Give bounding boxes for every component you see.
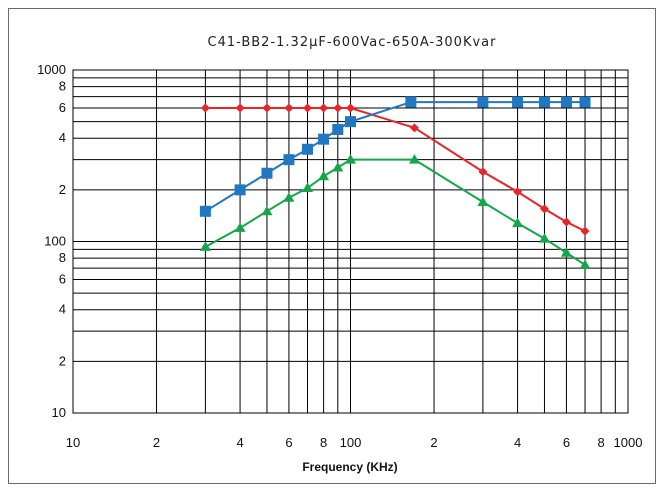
data-point-square bbox=[318, 133, 330, 145]
x-tick-label: 1000 bbox=[614, 435, 643, 450]
x-tick-label: 8 bbox=[597, 435, 604, 450]
data-point-diamond bbox=[478, 167, 488, 177]
data-point-diamond bbox=[580, 226, 590, 236]
y-tick-label: 100 bbox=[44, 234, 66, 249]
data-point-triangle bbox=[477, 196, 489, 206]
data-point-diamond bbox=[200, 103, 210, 113]
data-point-diamond bbox=[262, 103, 272, 113]
plot-area-border bbox=[72, 69, 629, 414]
x-tick-label: 4 bbox=[514, 435, 521, 450]
y-tick-label: 6 bbox=[59, 272, 66, 287]
x-tick-label: 100 bbox=[340, 435, 362, 450]
data-point-diamond bbox=[409, 123, 419, 133]
data-point-diamond bbox=[539, 204, 549, 214]
data-point-square bbox=[302, 143, 314, 155]
data-point-triangle bbox=[345, 154, 356, 164]
data-point-triangle bbox=[579, 259, 591, 269]
data-point-square bbox=[234, 184, 246, 196]
data-point-square bbox=[579, 96, 591, 108]
data-point-triangle bbox=[560, 247, 572, 257]
data-point-square bbox=[199, 205, 211, 217]
y-tick-label: 4 bbox=[59, 130, 66, 145]
data-point-square bbox=[560, 96, 572, 108]
data-point-triangle bbox=[199, 241, 211, 251]
data-point-diamond bbox=[235, 103, 245, 113]
y-tick-label: 2 bbox=[59, 353, 66, 368]
y-tick-label: 4 bbox=[59, 302, 66, 317]
x-tick-label: 2 bbox=[153, 435, 160, 450]
x-tick-label: 6 bbox=[285, 435, 292, 450]
data-point-diamond bbox=[284, 103, 294, 113]
data-point-square bbox=[538, 96, 550, 108]
data-point-triangle bbox=[512, 217, 524, 228]
chart-frame bbox=[8, 8, 656, 484]
data-point-square bbox=[512, 96, 524, 108]
data-point-triangle bbox=[332, 162, 344, 172]
data-point-triangle bbox=[408, 154, 420, 164]
y-tick-label: 10 bbox=[52, 405, 66, 420]
x-tick-label: 8 bbox=[320, 435, 327, 450]
data-point-square bbox=[405, 96, 417, 108]
data-point-diamond bbox=[346, 103, 355, 113]
series-line bbox=[204, 101, 586, 213]
x-axis-label: Frequency (KHz) bbox=[302, 460, 397, 474]
data-point-square bbox=[261, 167, 273, 179]
chart-title: C41-BB2-1.32µF-600Vac-650A-300Kvar bbox=[208, 35, 497, 50]
data-point-diamond bbox=[303, 103, 313, 113]
data-point-triangle bbox=[261, 205, 273, 216]
data-point-diamond bbox=[561, 217, 571, 227]
data-point-triangle bbox=[318, 170, 330, 181]
data-point-square bbox=[477, 96, 489, 108]
y-tick-label: 2 bbox=[59, 182, 66, 197]
data-point-triangle bbox=[302, 182, 314, 193]
y-tick-label: 8 bbox=[59, 79, 66, 94]
x-tick-label: 2 bbox=[430, 435, 437, 450]
data-point-square bbox=[345, 116, 356, 128]
data-series bbox=[199, 96, 591, 269]
y-tick-label: 6 bbox=[59, 100, 66, 115]
x-tick-label: 4 bbox=[236, 435, 243, 450]
x-tick-label: 10 bbox=[66, 435, 80, 450]
x-tick-label: 6 bbox=[563, 435, 570, 450]
data-point-diamond bbox=[319, 103, 329, 113]
data-point-diamond bbox=[513, 187, 523, 197]
y-tick-label: 8 bbox=[59, 250, 66, 265]
series-line bbox=[204, 158, 586, 266]
data-point-triangle bbox=[283, 192, 295, 202]
data-point-square bbox=[332, 123, 344, 135]
y-tick-label: 1000 bbox=[37, 62, 66, 77]
data-point-diamond bbox=[333, 103, 343, 113]
data-point-square bbox=[283, 154, 295, 166]
data-point-triangle bbox=[234, 222, 246, 232]
data-point-triangle bbox=[538, 233, 550, 243]
